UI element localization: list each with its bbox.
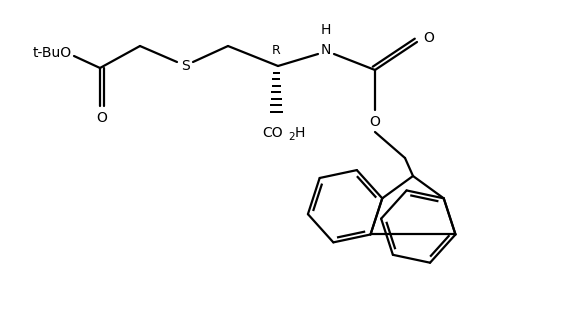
Text: R: R — [272, 43, 281, 56]
Text: H: H — [295, 126, 306, 140]
Text: t-BuO: t-BuO — [33, 46, 71, 60]
Text: O: O — [96, 111, 107, 125]
Text: CO: CO — [262, 126, 282, 140]
Text: S: S — [181, 59, 189, 73]
Text: O: O — [424, 31, 435, 45]
Text: 2: 2 — [288, 132, 295, 142]
Text: O: O — [370, 115, 381, 129]
Text: H: H — [321, 23, 331, 37]
Text: N: N — [321, 43, 331, 57]
